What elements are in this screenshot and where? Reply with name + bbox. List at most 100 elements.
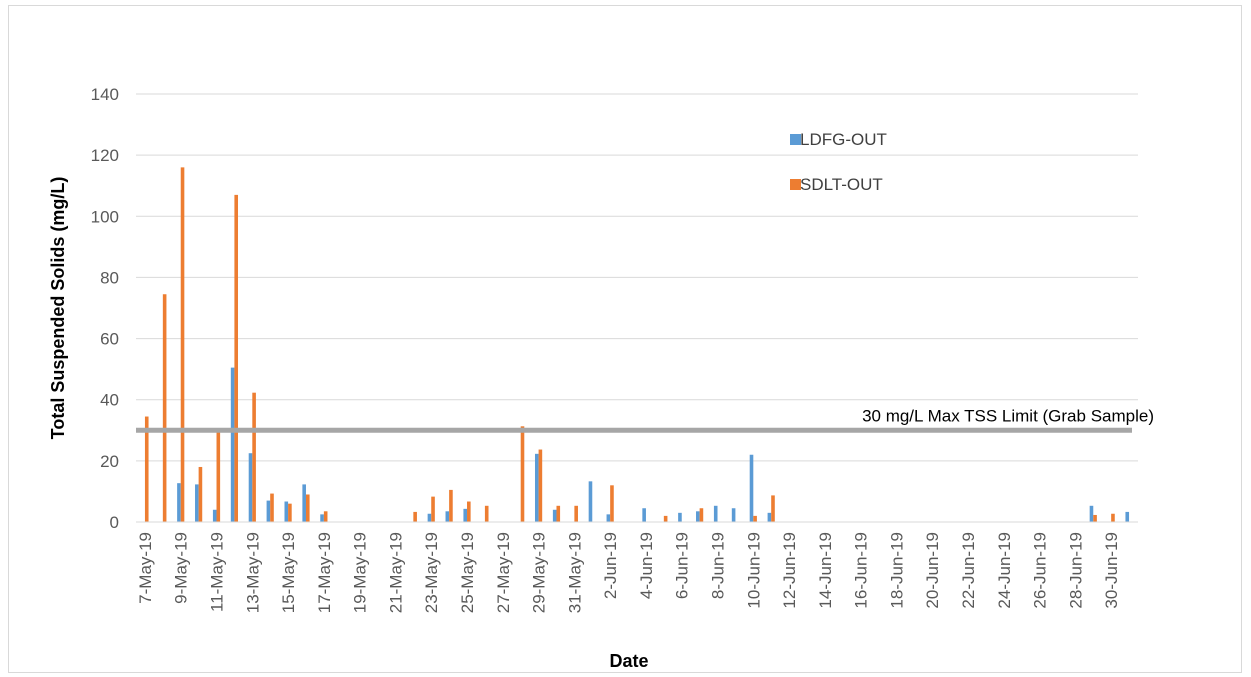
legend: LDFG-OUT SDLT-OUT — [790, 130, 887, 194]
bar-ldfg-out-1-jun-19 — [588, 481, 593, 522]
bar-sdlt-out-12-may-19 — [234, 194, 239, 522]
x-tick-label-25-may-19: 25-May-19 — [458, 532, 477, 613]
bar-ldfg-out-25-may-19 — [463, 508, 468, 522]
y-tick-label-140: 140 — [91, 85, 119, 104]
y-tick-label-0: 0 — [110, 513, 119, 532]
bar-sdlt-out-31-may-19 — [574, 505, 578, 522]
bar-sdlt-out-11-may-19 — [216, 430, 221, 522]
bar-sdlt-out-11-jun-19 — [771, 495, 775, 522]
bar-ldfg-out-2-jun-19 — [606, 514, 611, 522]
y-tick-label-60: 60 — [100, 330, 119, 349]
bar-sdlt-out-30-jun-19 — [1111, 513, 1115, 522]
bar-sdlt-out-28-may-19 — [520, 426, 525, 522]
bar-sdlt-out-7-may-19 — [144, 416, 149, 522]
bar-ldfg-out-1-jul-19 — [1125, 511, 1130, 522]
x-tick-label-20-jun-19: 20-Jun-19 — [923, 532, 942, 609]
bar-ldfg-out-30-may-19 — [552, 509, 557, 522]
x-tick-label-14-jun-19: 14-Jun-19 — [816, 532, 835, 609]
bar-ldfg-out-14-may-19 — [266, 500, 271, 522]
bar-sdlt-out-23-may-19 — [431, 496, 435, 522]
bar-ldfg-out-12-may-19 — [230, 367, 235, 522]
bar-sdlt-out-25-may-19 — [467, 501, 471, 522]
x-tick-label-31-may-19: 31-May-19 — [565, 532, 584, 613]
bar-sdlt-out-9-may-19 — [180, 167, 185, 522]
x-tick-label-21-may-19: 21-May-19 — [386, 532, 405, 613]
x-tick-label-22-jun-19: 22-Jun-19 — [959, 532, 978, 609]
legend-swatch-sdlt-out — [790, 179, 801, 190]
legend-swatch-ldfg-out — [790, 134, 801, 145]
x-tick-label-24-jun-19: 24-Jun-19 — [995, 532, 1014, 609]
x-tick-label-2-jun-19: 2-Jun-19 — [601, 532, 620, 599]
bar-sdlt-out-13-may-19 — [252, 392, 256, 522]
max-tss-limit-label: 30 mg/L Max TSS Limit (Grab Sample) — [862, 406, 1154, 425]
x-tick-label-7-may-19: 7-May-19 — [136, 532, 155, 604]
bar-ldfg-out-10-jun-19 — [749, 454, 754, 522]
y-tick-label-80: 80 — [100, 268, 119, 287]
x-tick-label-17-may-19: 17-May-19 — [315, 532, 334, 613]
bar-sdlt-out-26-may-19 — [484, 505, 489, 522]
x-tick-label-4-jun-19: 4-Jun-19 — [637, 532, 656, 599]
bar-ldfg-out-29-jun-19 — [1089, 505, 1094, 522]
bar-ldfg-out-29-may-19 — [534, 453, 539, 522]
y-tick-label-40: 40 — [100, 391, 119, 410]
x-tick-label-19-may-19: 19-May-19 — [351, 532, 370, 613]
y-tick-label-20: 20 — [100, 452, 119, 471]
gridlines — [136, 93, 1138, 462]
x-tick-label-15-may-19: 15-May-19 — [279, 532, 298, 613]
bar-ldfg-out-11-jun-19 — [767, 512, 772, 522]
y-axis-title: Total Suspended Solids (mg/L) — [48, 177, 68, 440]
legend-label-sdlt-out: SDLT-OUT — [800, 175, 883, 194]
x-tick-label-13-may-19: 13-May-19 — [243, 532, 262, 613]
x-tick-label-16-jun-19: 16-Jun-19 — [852, 532, 871, 609]
x-tick-label-29-may-19: 29-May-19 — [530, 532, 549, 613]
bar-ldfg-out-24-may-19 — [445, 511, 450, 522]
bar-sdlt-out-8-may-19 — [162, 294, 167, 522]
x-tick-label-30-jun-19: 30-Jun-19 — [1102, 532, 1121, 609]
bar-ldfg-out-10-may-19 — [195, 484, 199, 522]
x-tick-label-6-jun-19: 6-Jun-19 — [673, 532, 692, 599]
bar-sdlt-out-2-jun-19 — [610, 485, 614, 522]
bar-sdlt-out-17-may-19 — [323, 511, 328, 522]
bar-ldfg-out-15-may-19 — [284, 501, 289, 522]
bar-ldfg-out-7-jun-19 — [696, 511, 700, 522]
bar-sdlt-out-22-may-19 — [413, 511, 417, 522]
y-tick-label-100: 100 — [91, 207, 119, 226]
bar-ldfg-out-6-jun-19 — [678, 512, 682, 522]
bar-ldfg-out-11-may-19 — [212, 509, 217, 522]
bar-sdlt-out-7-jun-19 — [699, 508, 704, 522]
bar-sdlt-out-10-jun-19 — [753, 515, 757, 522]
x-axis-tick-labels: 7-May-19 9-May-19 11-May-19 13-May-19 15-May… — [136, 532, 1121, 613]
bar-ldfg-out-9-jun-19 — [731, 508, 736, 522]
x-tick-label-18-jun-19: 18-Jun-19 — [887, 532, 906, 609]
bar-sdlt-out-15-may-19 — [288, 503, 292, 522]
x-tick-label-26-jun-19: 26-Jun-19 — [1031, 532, 1050, 609]
x-tick-label-27-may-19: 27-May-19 — [494, 532, 513, 613]
bar-ldfg-out-23-may-19 — [427, 513, 432, 522]
bar-sdlt-out-30-may-19 — [556, 505, 561, 522]
x-tick-label-8-jun-19: 8-Jun-19 — [709, 532, 728, 599]
legend-label-ldfg-out: LDFG-OUT — [800, 130, 887, 149]
bar-ldfg-out-4-jun-19 — [642, 508, 646, 522]
x-axis-title: Date — [609, 651, 648, 671]
x-tick-label-28-jun-19: 28-Jun-19 — [1066, 532, 1085, 609]
bar-sdlt-out-24-may-19 — [449, 489, 453, 522]
x-tick-label-11-may-19: 11-May-19 — [208, 532, 227, 612]
bar-sdlt-out-29-jun-19 — [1093, 514, 1097, 522]
bar-ldfg-out-16-may-19 — [302, 484, 306, 522]
bar-sdlt-out-5-jun-19 — [663, 515, 668, 522]
x-tick-label-10-jun-19: 10-Jun-19 — [744, 532, 763, 609]
y-tick-label-120: 120 — [91, 146, 119, 165]
bars — [144, 167, 1130, 522]
bar-sdlt-out-14-may-19 — [270, 493, 274, 522]
bar-ldfg-out-8-jun-19 — [713, 505, 718, 522]
bar-ldfg-out-13-may-19 — [248, 453, 253, 522]
x-tick-label-23-may-19: 23-May-19 — [422, 532, 441, 613]
bar-sdlt-out-16-may-19 — [305, 494, 310, 522]
x-tick-label-9-may-19: 9-May-19 — [172, 532, 191, 604]
bar-sdlt-out-10-may-19 — [198, 466, 203, 522]
bar-ldfg-out-17-may-19 — [320, 514, 324, 522]
x-tick-label-12-jun-19: 12-Jun-19 — [780, 532, 799, 609]
limit-line-group: 30 mg/L Max TSS Limit (Grab Sample) — [136, 406, 1154, 433]
bar-sdlt-out-29-may-19 — [538, 449, 543, 522]
